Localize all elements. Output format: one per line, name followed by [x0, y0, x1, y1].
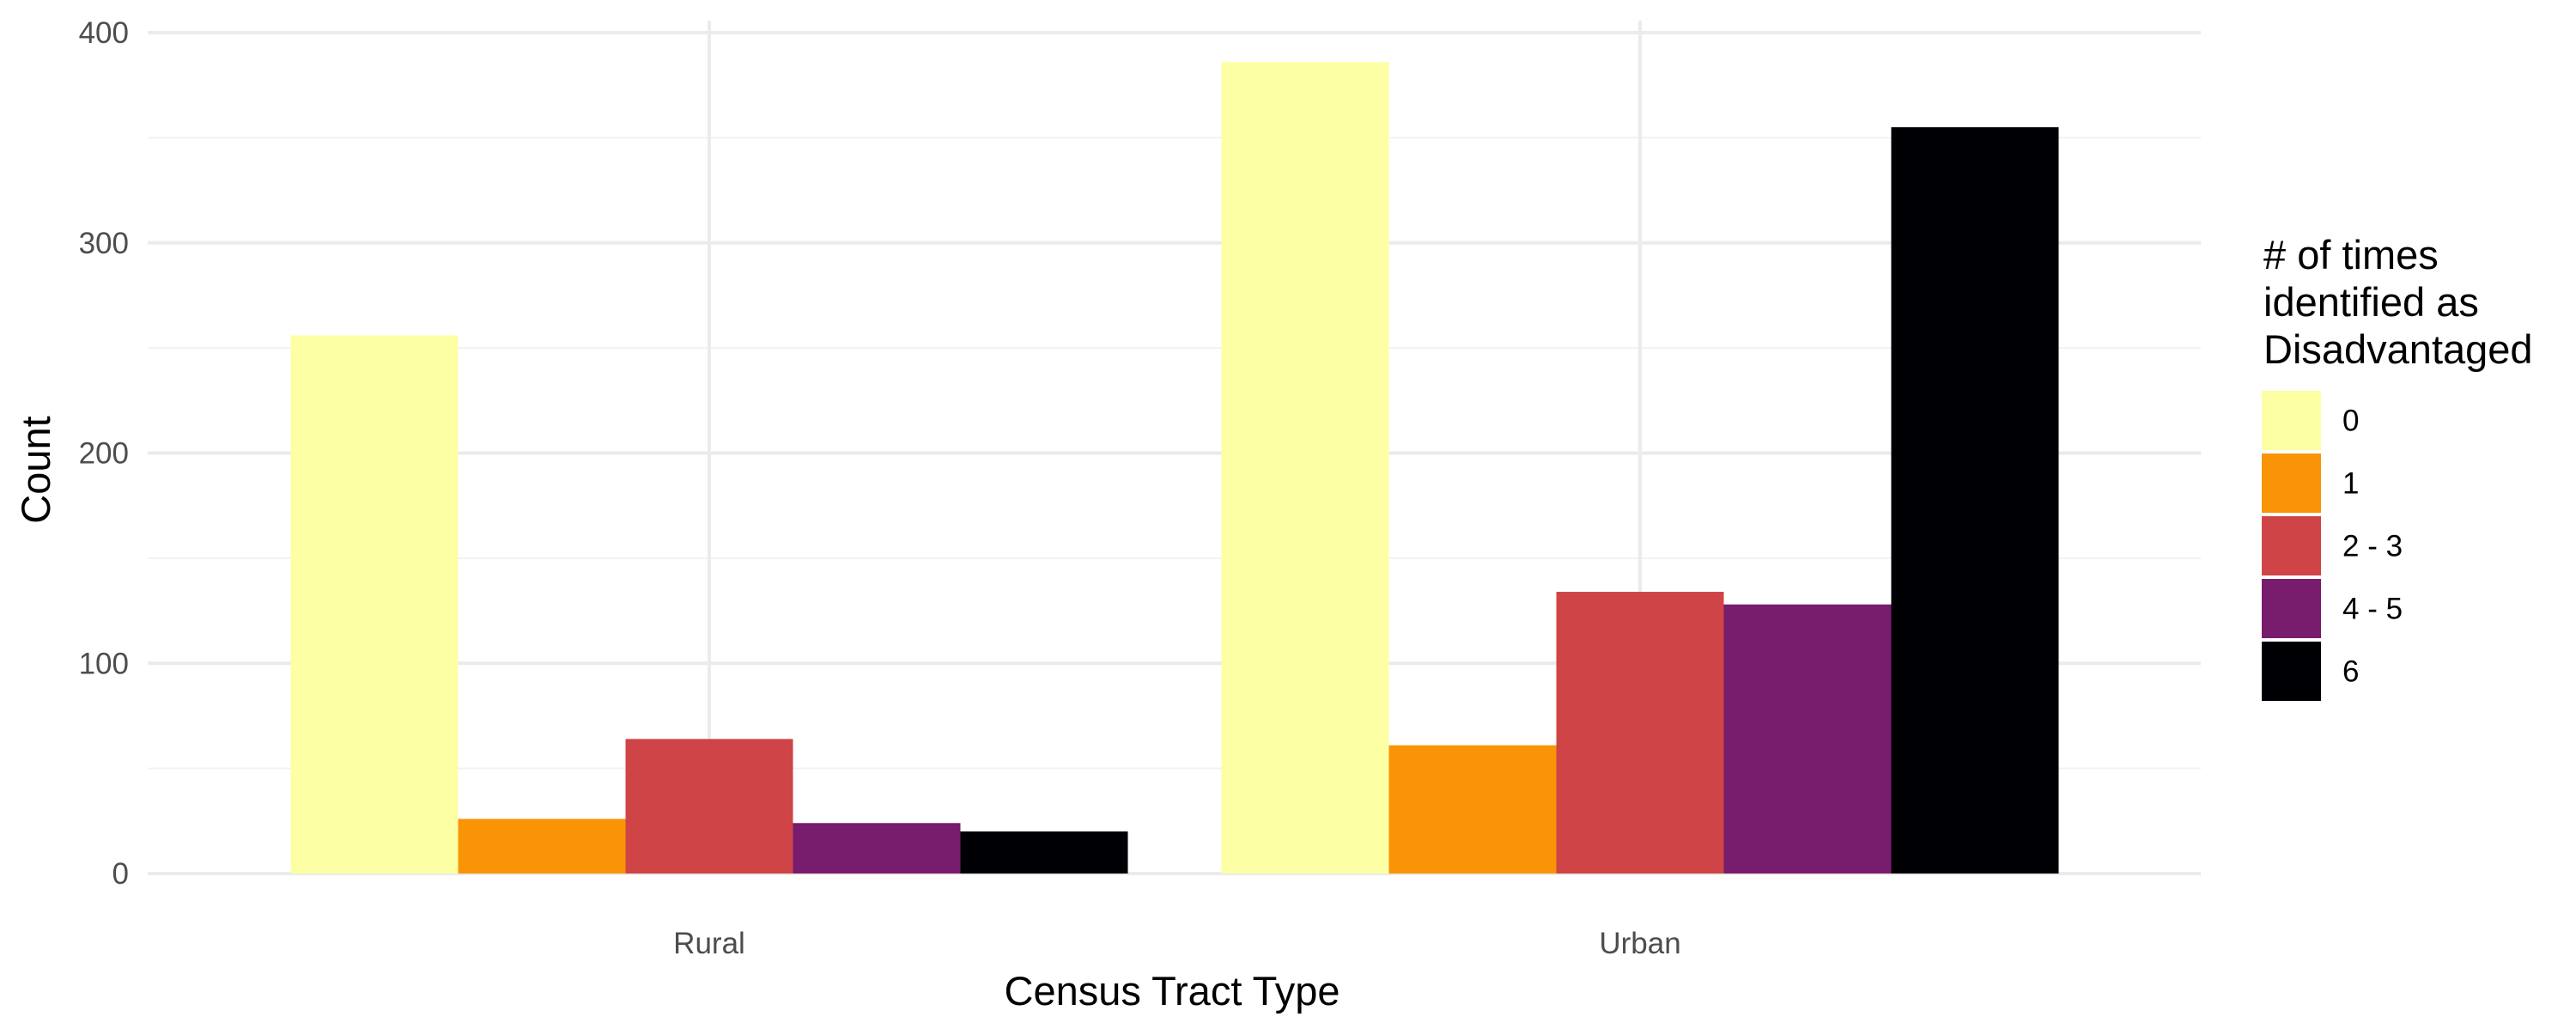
- legend-key-4-5: [2262, 579, 2321, 638]
- x-tick-label: Rural: [673, 927, 745, 960]
- bar-urban-0: [1221, 62, 1389, 874]
- legend-key-0: [2262, 391, 2321, 450]
- bar-rural-2-3: [625, 739, 793, 874]
- bar-rural-0: [290, 335, 459, 874]
- legend-label: 2 - 3: [2342, 530, 2403, 563]
- legend: # of times identified as Disadvantaged 0…: [2262, 232, 2533, 701]
- bars: [290, 62, 2059, 874]
- legend-title-line-1: # of times: [2263, 232, 2439, 277]
- bar-rural-4-5: [793, 823, 961, 874]
- y-tick-label: 400: [79, 16, 129, 50]
- legend-label: 4 - 5: [2342, 593, 2403, 626]
- bar-urban-2-3: [1556, 592, 1724, 874]
- x-axis-ticks: Rural Urban: [673, 927, 1680, 960]
- y-tick-label: 0: [112, 857, 129, 891]
- y-tick-label: 100: [79, 647, 129, 680]
- y-tick-label: 300: [79, 227, 129, 260]
- legend-title-line-3: Disadvantaged: [2263, 326, 2533, 372]
- legend-items: 0 1 2 - 3 4 - 5 6: [2262, 391, 2403, 701]
- legend-label: 1: [2342, 467, 2359, 501]
- bar-urban-6: [1891, 127, 2059, 874]
- y-axis-title: Count: [13, 416, 58, 523]
- y-tick-label: 200: [79, 437, 129, 471]
- legend-title-line-2: identified as: [2263, 279, 2479, 325]
- legend-key-1: [2262, 454, 2321, 513]
- x-tick-label: Urban: [1599, 927, 1680, 960]
- x-axis-title: Census Tract Type: [1005, 968, 1340, 1014]
- legend-label: 0: [2342, 405, 2359, 438]
- bar-urban-4-5: [1723, 604, 1892, 874]
- legend-key-2-3: [2262, 516, 2321, 575]
- legend-label: 6: [2342, 655, 2359, 689]
- bar-rural-1: [458, 819, 626, 874]
- bar-urban-1: [1388, 745, 1557, 874]
- legend-key-6: [2262, 642, 2321, 701]
- bar-rural-6: [960, 831, 1128, 874]
- grid-lines: [148, 21, 2201, 875]
- y-axis-ticks: 0 100 200 300 400: [79, 16, 129, 891]
